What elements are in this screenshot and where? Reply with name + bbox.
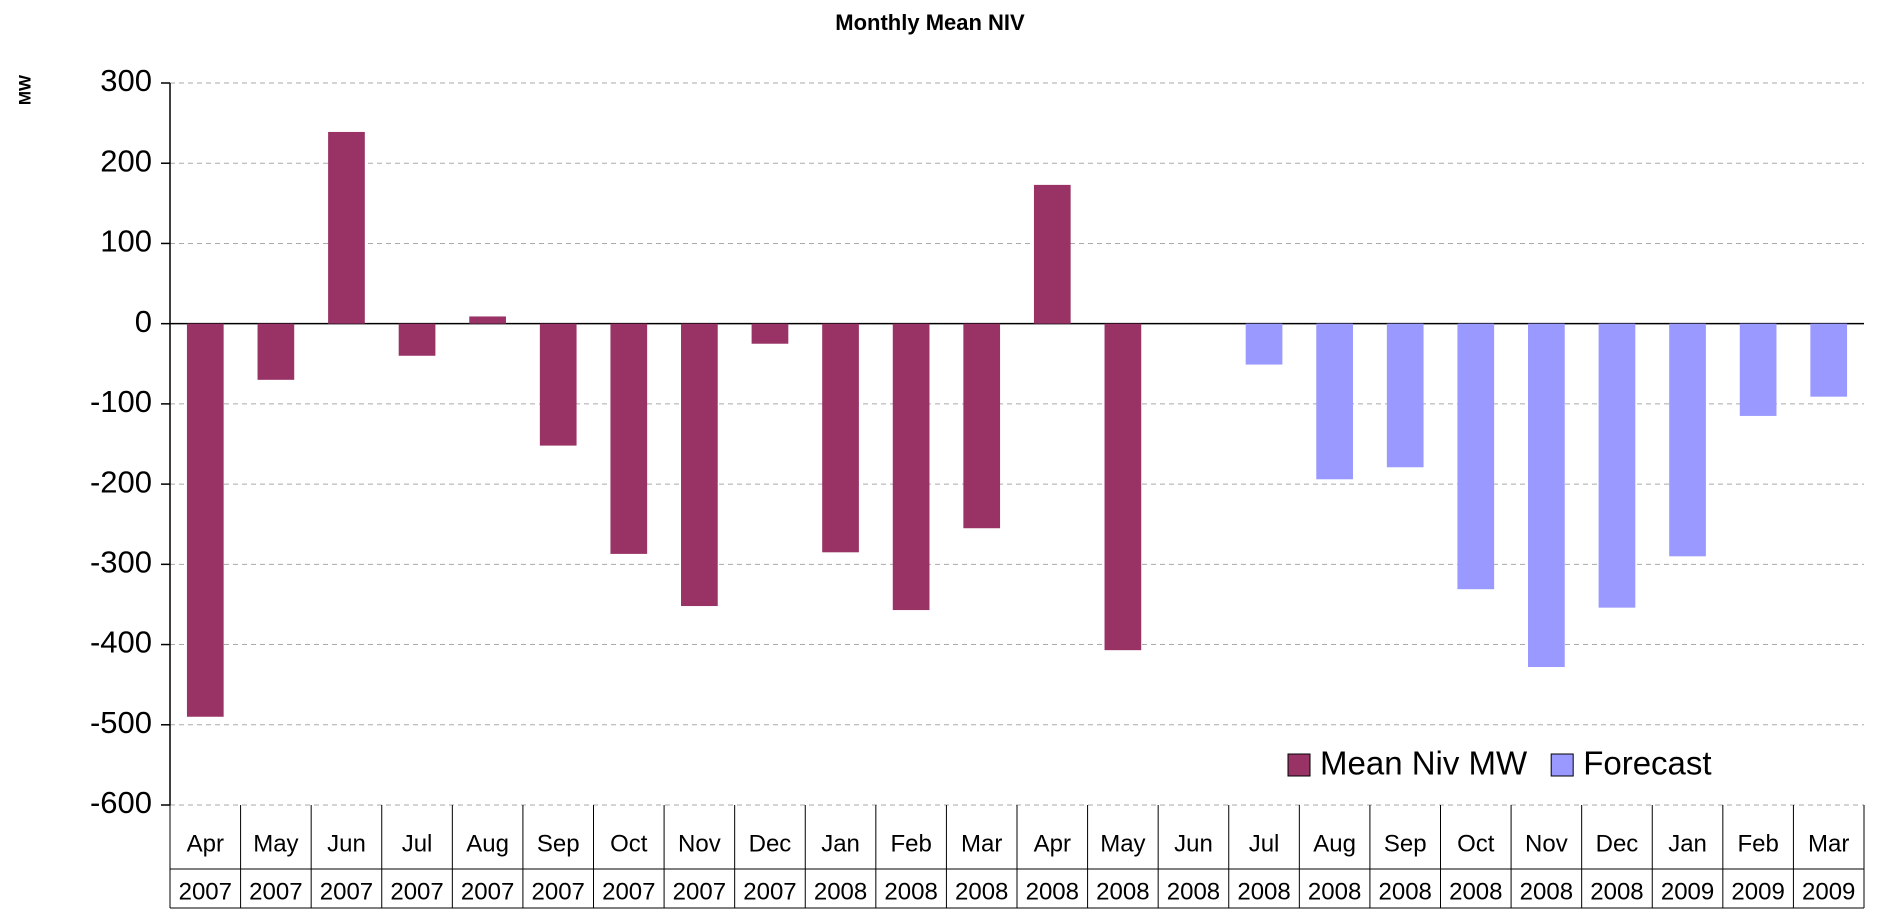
y-tick-label: -200 xyxy=(90,464,152,499)
x-tick-label: Jan xyxy=(1668,830,1707,857)
x-tick-label: Dec xyxy=(1596,830,1639,857)
bar xyxy=(1669,323,1706,557)
x-tick-label-year: 2007 xyxy=(249,878,302,905)
x-tick-label: Aug xyxy=(466,830,509,857)
bar xyxy=(822,323,859,553)
x-tick-label: Mar xyxy=(961,830,1002,857)
y-tick-label: -100 xyxy=(90,384,152,419)
bar xyxy=(1810,323,1848,397)
bar xyxy=(751,323,789,344)
bar xyxy=(681,323,718,607)
bar xyxy=(539,323,577,446)
x-tick-label: Oct xyxy=(1457,830,1495,857)
x-tick-label-year: 2008 xyxy=(1026,878,1079,905)
x-tick-label-year: 2007 xyxy=(532,878,585,905)
bar xyxy=(1528,323,1565,668)
x-tick-label-year: 2007 xyxy=(390,878,443,905)
x-tick-label: Apr xyxy=(1034,830,1071,857)
x-tick-label-year: 2008 xyxy=(814,878,867,905)
x-tick-label-year: 2007 xyxy=(602,878,655,905)
bar xyxy=(469,316,506,324)
x-tick-label-year: 2008 xyxy=(1379,878,1432,905)
x-tick-label: Oct xyxy=(610,830,648,857)
y-tick-label: 200 xyxy=(100,143,152,178)
x-tick-label-year: 2008 xyxy=(1308,878,1361,905)
bar xyxy=(186,323,224,717)
x-tick-label: May xyxy=(1100,830,1145,857)
bar xyxy=(1033,184,1071,324)
bar xyxy=(963,323,1001,529)
x-tick-label-year: 2007 xyxy=(179,878,232,905)
bar xyxy=(1245,323,1283,365)
x-tick-label: Sep xyxy=(1384,830,1427,857)
legend-label: Forecast xyxy=(1583,745,1711,782)
x-tick-label-year: 2007 xyxy=(743,878,796,905)
chart-title: Monthly Mean NIV xyxy=(835,10,1025,35)
x-tick-label: Feb xyxy=(1737,830,1778,857)
bar xyxy=(1739,323,1777,416)
x-tick-label-year: 2007 xyxy=(673,878,726,905)
bar xyxy=(328,131,365,324)
x-tick-label: Jan xyxy=(821,830,860,857)
legend-swatch xyxy=(1550,753,1574,777)
x-tick-label-year: 2008 xyxy=(1167,878,1220,905)
bar xyxy=(398,323,436,356)
x-tick-label: Jun xyxy=(1174,830,1213,857)
x-tick-label-year: 2008 xyxy=(1237,878,1290,905)
y-tick-label: -500 xyxy=(90,705,152,740)
x-tick-label: Mar xyxy=(1808,830,1849,857)
x-tick-label: Sep xyxy=(537,830,580,857)
y-axis-label: MW xyxy=(15,74,34,105)
x-tick-label-year: 2008 xyxy=(1096,878,1149,905)
x-tick-label: Jun xyxy=(327,830,366,857)
x-tick-label: Apr xyxy=(187,830,224,857)
x-tick-label: Dec xyxy=(749,830,792,857)
y-tick-label: -300 xyxy=(90,545,152,580)
legend-swatch xyxy=(1287,753,1311,777)
x-tick-label: Aug xyxy=(1313,830,1356,857)
x-tick-label-year: 2009 xyxy=(1661,878,1714,905)
y-tick-label: -400 xyxy=(90,625,152,660)
bar xyxy=(257,323,295,380)
y-tick-label: -600 xyxy=(90,785,152,820)
bar xyxy=(610,323,648,554)
legend-label: Mean Niv MW xyxy=(1320,745,1528,782)
x-tick-label-year: 2007 xyxy=(461,878,514,905)
x-tick-label: Feb xyxy=(890,830,931,857)
x-tick-label-year: 2009 xyxy=(1731,878,1784,905)
bar xyxy=(1386,323,1424,468)
x-tick-label-year: 2007 xyxy=(320,878,373,905)
x-tick-label: May xyxy=(253,830,298,857)
x-tick-label-year: 2008 xyxy=(955,878,1008,905)
bar xyxy=(1598,323,1636,608)
bar xyxy=(892,323,930,611)
x-tick-label: Nov xyxy=(1525,830,1568,857)
x-tick-label: Nov xyxy=(678,830,721,857)
x-tick-label-year: 2009 xyxy=(1802,878,1855,905)
bar xyxy=(1316,323,1353,480)
x-tick-label-year: 2008 xyxy=(884,878,937,905)
x-tick-label-year: 2008 xyxy=(1590,878,1643,905)
x-tick-label: Jul xyxy=(402,830,433,857)
x-tick-label-year: 2008 xyxy=(1520,878,1573,905)
y-tick-label: 300 xyxy=(100,63,152,98)
bar xyxy=(1457,323,1495,590)
y-tick-label: 0 xyxy=(135,304,152,339)
bar xyxy=(1104,323,1142,651)
x-tick-label-year: 2008 xyxy=(1449,878,1502,905)
y-tick-label: 100 xyxy=(100,224,152,259)
x-tick-label: Jul xyxy=(1249,830,1280,857)
